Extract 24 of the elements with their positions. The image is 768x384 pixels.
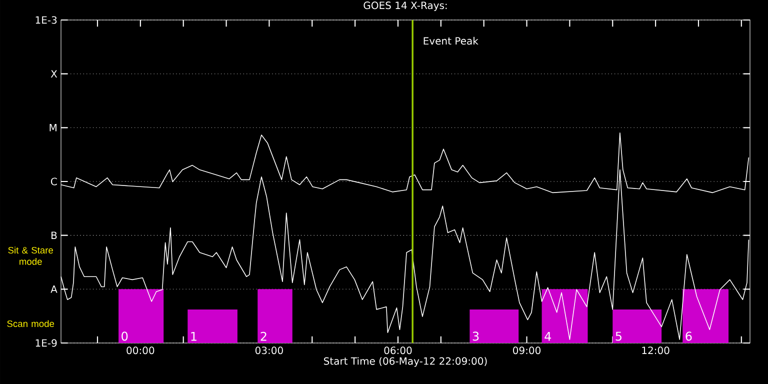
y-tick-label: 1E-3 [36,16,57,24]
series-label: 1 [191,332,196,341]
x-tick-label: 00:00 [126,346,154,354]
series-label: 4 [544,332,552,341]
x-axis-title: Start Time (06-May-12 22:09:00) [324,357,487,367]
ref-line-label: Event Peak [424,36,478,45]
y-tick-label: M [50,124,56,132]
x-tick-label: 12:00 [642,346,670,354]
chart-title: GOES 14 X-Rays: [364,2,447,12]
text: Sit & Stare mode [8,246,53,265]
series-label: 2 [260,332,266,341]
y-tick-label: A [50,286,58,293]
y-tick-label: B [52,232,57,239]
series-label: 5 [616,332,622,341]
series-label: 3 [472,332,479,341]
series-label: 6 [686,332,692,341]
x-tick-label: 06:00 [384,346,412,354]
y-tick-label: 1E-9 [36,339,57,347]
text: Scan mode [7,320,54,328]
x-tick-label: 03:00 [255,346,283,354]
y-tick-label: X [50,70,58,78]
x-tick-label: 09:00 [513,346,540,354]
y-tick-label: C [50,178,57,186]
series-label: 0 [122,332,128,341]
